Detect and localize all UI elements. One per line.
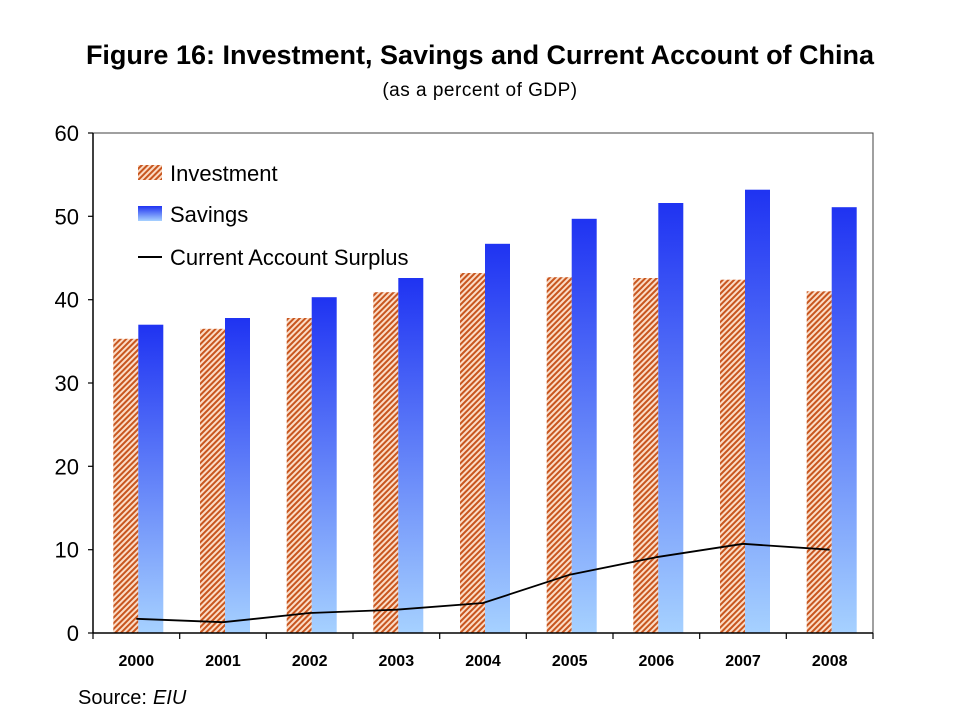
investment-bar-2000 [113, 338, 139, 633]
x-tick-label-2006: 2006 [639, 653, 675, 670]
legend-label-savings: Savings [170, 202, 248, 227]
chart-subtitle: (as a percent of GDP) [382, 80, 577, 101]
investment-bar-2006 [633, 278, 659, 633]
x-tick-label-2005: 2005 [552, 653, 588, 670]
y-tick-label-20: 20 [55, 454, 79, 479]
x-tick-label-2008: 2008 [812, 653, 848, 670]
savings-bar-2005 [571, 218, 597, 634]
investment-bar-2002 [286, 318, 312, 633]
savings-bar-2001 [225, 318, 250, 633]
savings-bar-2008 [831, 207, 857, 633]
savings-bar-2004 [485, 243, 510, 634]
investment-bar-2008 [806, 291, 832, 633]
legend-swatch-investment [138, 165, 162, 180]
investment-bar-2007 [720, 279, 745, 633]
legend-label-current-account: Current Account Surplus [170, 245, 408, 270]
x-tick-label-2000: 2000 [119, 653, 155, 670]
x-tick-label-2001: 2001 [205, 653, 241, 670]
savings-bar-2003 [398, 278, 424, 633]
x-tick-label-2007: 2007 [725, 653, 761, 670]
current-account-surplus-line [136, 542, 830, 624]
source-label: Source: [78, 687, 147, 709]
x-tick-label-2004: 2004 [465, 653, 501, 670]
legend-label-investment: Investment [170, 161, 278, 186]
y-tick-label-40: 40 [55, 288, 79, 313]
line-layer [136, 542, 830, 624]
y-tick-label-0: 0 [67, 621, 79, 646]
x-tick-label-2002: 2002 [292, 653, 328, 670]
investment-bar-2001 [200, 328, 225, 633]
x-tick-label-2003: 2003 [379, 653, 415, 670]
source-note: Source: EIU [78, 687, 187, 709]
bars-layer [113, 189, 857, 634]
savings-bar-2002 [311, 297, 337, 633]
investment-bar-2003 [373, 292, 399, 633]
y-tick-label-50: 50 [55, 204, 79, 229]
savings-bar-2006 [658, 203, 684, 633]
legend-swatch-savings [138, 206, 162, 221]
chart-title: Figure 16: Investment, Savings and Curre… [86, 40, 875, 70]
legend: Investment Savings Current Account Surpl… [138, 161, 408, 270]
y-tick-label-60: 60 [55, 121, 79, 146]
savings-bar-2007 [745, 189, 770, 633]
savings-bar-2000 [138, 324, 164, 633]
source-value: EIU [153, 687, 187, 709]
x-axis: 2000 2001 2002 2003 2004 2005 2006 2007 2008 [92, 633, 874, 670]
y-axis: 0 10 20 30 40 50 60 [55, 121, 93, 646]
y-tick-label-30: 30 [55, 371, 79, 396]
y-tick-label-10: 10 [55, 538, 79, 563]
investment-bar-2005 [546, 277, 572, 633]
investment-bar-2004 [460, 273, 485, 633]
